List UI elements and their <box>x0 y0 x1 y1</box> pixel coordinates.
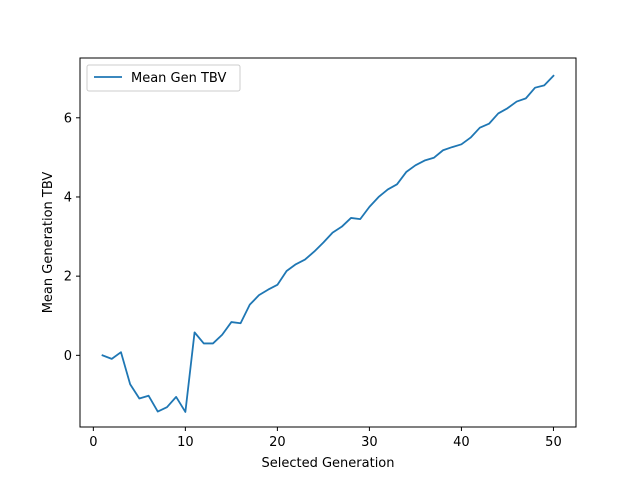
y-tick-label: 4 <box>64 190 72 205</box>
legend-box <box>86 64 241 92</box>
x-axis-ticks: 0 10 20 30 40 50 <box>89 427 562 450</box>
x-tick-label: 30 <box>361 435 378 450</box>
x-tick-label: 40 <box>453 435 470 450</box>
x-axis-label: Selected Generation <box>261 456 394 471</box>
plot-frame <box>79 57 577 428</box>
y-tick-label: 2 <box>64 270 72 285</box>
y-axis-ticks: 0 2 4 6 <box>64 111 80 364</box>
x-tick-label: 0 <box>89 435 97 450</box>
y-tick-label: 0 <box>64 349 72 364</box>
legend-label-mean-gen-tbv: Mean Gen TBV <box>131 71 226 86</box>
series-line-0 <box>101 74 555 413</box>
x-tick-label: 50 <box>545 435 562 450</box>
y-tick-label: 6 <box>64 111 72 126</box>
y-axis-label: Mean Generation TBV <box>41 172 56 314</box>
plot-area <box>80 58 576 427</box>
x-tick-label: 10 <box>177 435 194 450</box>
legend: Mean Gen TBV <box>86 64 241 92</box>
x-tick-label: 20 <box>269 435 286 450</box>
plot-layer <box>101 74 555 413</box>
